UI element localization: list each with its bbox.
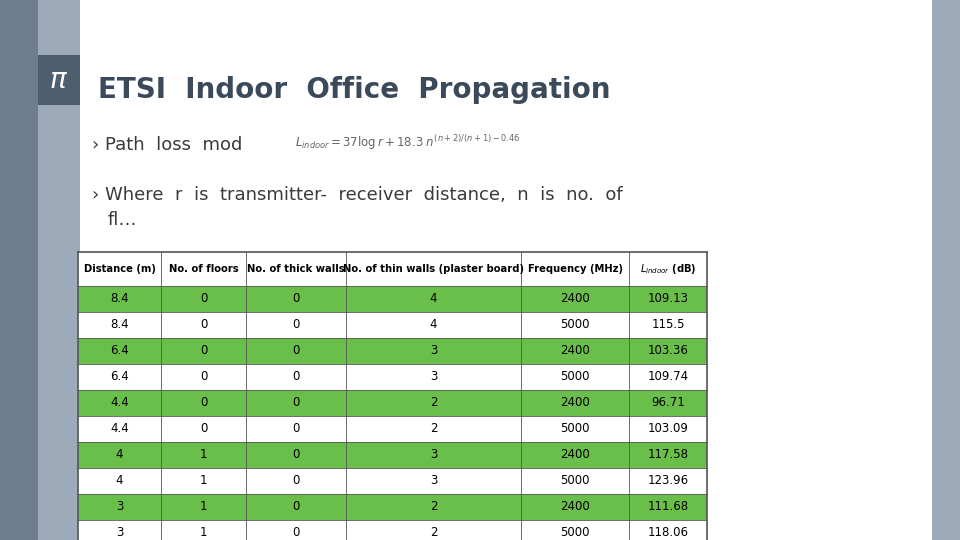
Text: 2: 2	[430, 422, 437, 435]
Text: 0: 0	[292, 422, 300, 435]
Text: 111.68: 111.68	[647, 501, 688, 514]
FancyBboxPatch shape	[78, 390, 707, 416]
Text: 0: 0	[200, 396, 207, 409]
Text: 1: 1	[200, 449, 207, 462]
Text: 2400: 2400	[560, 501, 589, 514]
Text: 0: 0	[200, 422, 207, 435]
Text: $L_{indoor} = 37\log r + 18.3\; n^{(n+2)/(n+1)-0.46}$: $L_{indoor} = 37\log r + 18.3\; n^{(n+2)…	[295, 133, 520, 152]
Text: 4: 4	[430, 319, 437, 332]
Text: 6.4: 6.4	[110, 345, 129, 357]
Text: 123.96: 123.96	[647, 475, 688, 488]
Text: fl…: fl…	[108, 211, 137, 229]
FancyBboxPatch shape	[78, 252, 707, 286]
FancyBboxPatch shape	[78, 312, 707, 338]
FancyBboxPatch shape	[78, 494, 707, 520]
Text: 2: 2	[430, 501, 437, 514]
Text: 8.4: 8.4	[110, 293, 129, 306]
Text: 0: 0	[292, 449, 300, 462]
Text: 4: 4	[116, 449, 123, 462]
Text: 5000: 5000	[561, 475, 589, 488]
Text: 103.09: 103.09	[648, 422, 688, 435]
Text: 5000: 5000	[561, 370, 589, 383]
Text: 5000: 5000	[561, 319, 589, 332]
Text: 4: 4	[116, 475, 123, 488]
Text: 3: 3	[116, 501, 123, 514]
FancyBboxPatch shape	[78, 468, 707, 494]
Text: 2400: 2400	[560, 345, 589, 357]
Text: 109.13: 109.13	[647, 293, 688, 306]
FancyBboxPatch shape	[78, 442, 707, 468]
Text: 0: 0	[292, 501, 300, 514]
Text: 0: 0	[200, 319, 207, 332]
Text: Frequency (MHz): Frequency (MHz)	[527, 264, 622, 274]
Text: 3: 3	[430, 345, 437, 357]
Text: 0: 0	[292, 293, 300, 306]
Text: No. of thin walls (plaster board): No. of thin walls (plaster board)	[343, 264, 524, 274]
Text: Distance (m): Distance (m)	[84, 264, 156, 274]
Text: 0: 0	[200, 370, 207, 383]
Text: 2400: 2400	[560, 449, 589, 462]
Text: 5000: 5000	[561, 526, 589, 539]
Text: 3: 3	[116, 526, 123, 539]
Text: 118.06: 118.06	[647, 526, 688, 539]
Text: 0: 0	[292, 396, 300, 409]
FancyBboxPatch shape	[78, 416, 707, 442]
Text: 0: 0	[200, 293, 207, 306]
Text: 103.36: 103.36	[648, 345, 688, 357]
Text: 0: 0	[292, 370, 300, 383]
FancyBboxPatch shape	[78, 286, 707, 312]
FancyBboxPatch shape	[78, 338, 707, 364]
Text: 4: 4	[430, 293, 437, 306]
FancyBboxPatch shape	[80, 0, 932, 540]
Text: 4.4: 4.4	[110, 396, 129, 409]
FancyBboxPatch shape	[0, 0, 38, 540]
Text: 1: 1	[200, 526, 207, 539]
Text: 6.4: 6.4	[110, 370, 129, 383]
Text: 109.74: 109.74	[647, 370, 688, 383]
Text: 4.4: 4.4	[110, 422, 129, 435]
Text: 8.4: 8.4	[110, 319, 129, 332]
Text: 0: 0	[292, 345, 300, 357]
Text: No. of floors: No. of floors	[169, 264, 238, 274]
FancyBboxPatch shape	[78, 364, 707, 390]
FancyBboxPatch shape	[38, 55, 80, 105]
Text: 1: 1	[200, 475, 207, 488]
Text: 5000: 5000	[561, 422, 589, 435]
FancyBboxPatch shape	[78, 520, 707, 540]
Text: 0: 0	[292, 526, 300, 539]
Text: 115.5: 115.5	[651, 319, 684, 332]
Text: 2400: 2400	[560, 293, 589, 306]
Text: 0: 0	[292, 319, 300, 332]
Text: 2: 2	[430, 396, 437, 409]
Text: 0: 0	[292, 475, 300, 488]
Text: › Where  r  is  transmitter-  receiver  distance,  n  is  no.  of: › Where r is transmitter- receiver dista…	[92, 186, 623, 204]
Text: 3: 3	[430, 370, 437, 383]
Text: 0: 0	[200, 345, 207, 357]
Text: $\pi$: $\pi$	[50, 66, 68, 93]
FancyBboxPatch shape	[38, 0, 80, 540]
Text: 117.58: 117.58	[647, 449, 688, 462]
Text: 3: 3	[430, 475, 437, 488]
Text: 1: 1	[200, 501, 207, 514]
Text: › Path  loss  mod: › Path loss mod	[92, 136, 242, 154]
Text: ETSI  Indoor  Office  Propagation: ETSI Indoor Office Propagation	[98, 76, 611, 104]
FancyBboxPatch shape	[932, 0, 960, 540]
Text: 2: 2	[430, 526, 437, 539]
Text: 96.71: 96.71	[651, 396, 684, 409]
Text: $L_{indoor}$ (dB): $L_{indoor}$ (dB)	[639, 262, 696, 276]
Text: 2400: 2400	[560, 396, 589, 409]
Text: 3: 3	[430, 449, 437, 462]
Text: No. of thick walls: No. of thick walls	[247, 264, 345, 274]
